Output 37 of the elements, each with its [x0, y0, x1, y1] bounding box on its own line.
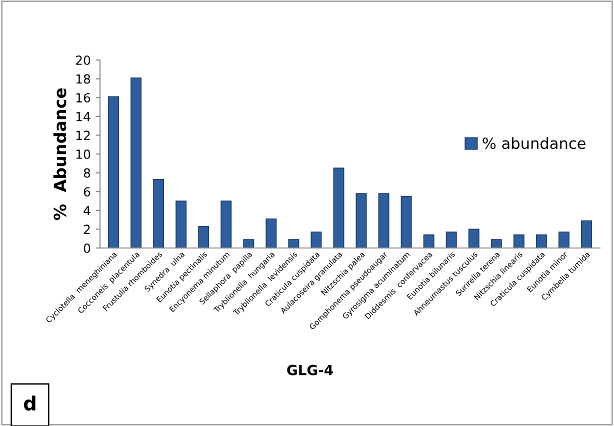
- x-axis-title: GLG-4: [287, 364, 333, 376]
- y-tick-label: 4: [84, 206, 90, 216]
- bar: [108, 96, 119, 248]
- bar: [490, 239, 502, 248]
- bar: [220, 200, 232, 248]
- bar: [446, 232, 457, 248]
- bar: [130, 77, 142, 248]
- bar: [310, 232, 322, 248]
- bar: [423, 234, 434, 248]
- bar: [356, 193, 367, 248]
- bar: [558, 232, 570, 248]
- text: d: [24, 396, 36, 411]
- bar: [288, 239, 300, 248]
- bar: [198, 226, 210, 248]
- y-tick-label: 18: [76, 74, 90, 84]
- bar: [468, 228, 480, 248]
- bar: [153, 178, 164, 248]
- bar: [400, 196, 412, 248]
- y-tick-label: 8: [84, 168, 90, 178]
- bar: [176, 200, 187, 248]
- y-tick-label: 2: [84, 224, 90, 234]
- bar: [243, 239, 254, 248]
- y-tick-label: 10: [76, 149, 90, 159]
- y-axis-title: % Abundance: [53, 88, 66, 220]
- bar: [378, 193, 390, 248]
- bar: [513, 234, 524, 248]
- y-tick-label: 16: [76, 93, 90, 103]
- bar: [536, 234, 547, 248]
- legend-label: % abundance: [482, 137, 586, 150]
- y-tick-label: 20: [76, 55, 90, 65]
- y-tick-label: 0: [84, 243, 90, 253]
- y-tick-label: 14: [76, 112, 90, 122]
- bar: [581, 220, 592, 248]
- bar: [333, 168, 344, 248]
- bar: [266, 218, 277, 248]
- y-tick-label: 12: [76, 130, 90, 140]
- y-tick-label: 6: [84, 187, 90, 197]
